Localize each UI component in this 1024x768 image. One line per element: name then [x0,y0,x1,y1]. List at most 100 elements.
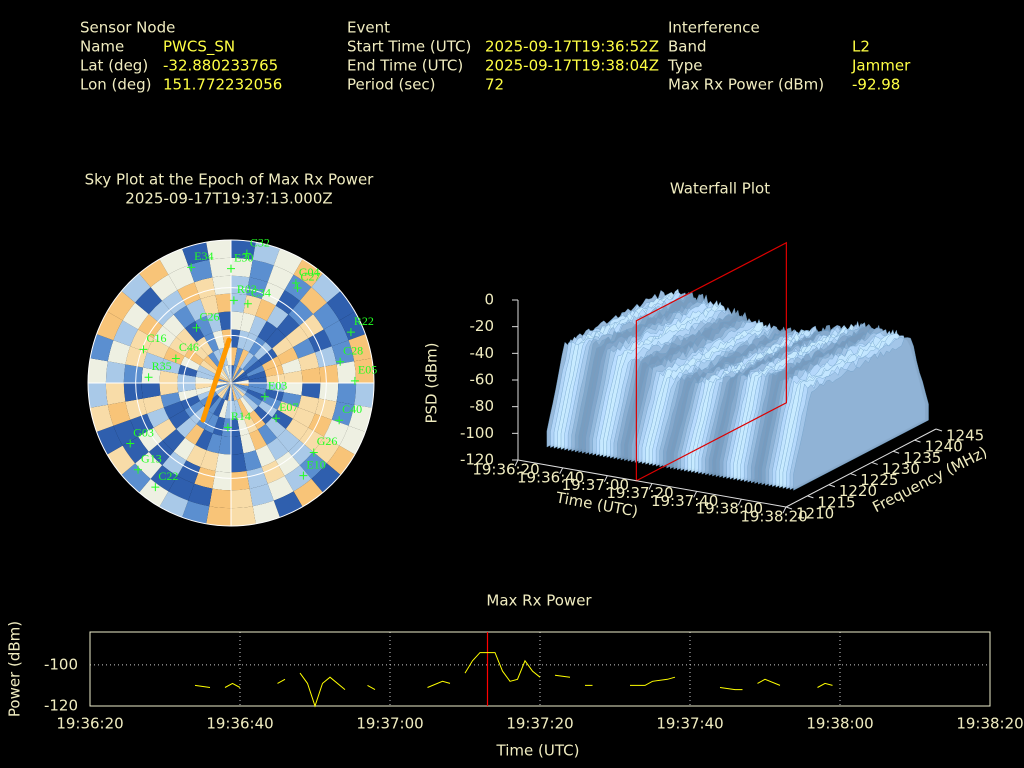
sky-cell [319,383,339,402]
x-tick-label: 19:38:20 [740,508,807,526]
sky-cell [231,383,235,401]
satellite-label: C22 [158,469,178,483]
sky-cell [218,435,231,455]
sky-cell [173,305,196,329]
sky-cell [189,341,208,360]
satellite-label: C27 [301,270,321,284]
z-tick-label: -20 [470,317,495,335]
sky-cell [326,291,355,321]
satellite-marker [335,416,344,425]
satellite-marker [229,296,238,305]
sky-cell [125,346,147,368]
satellite: E30 [227,250,253,273]
y-tick-label: -100 [44,655,78,673]
sky-cell [301,367,321,383]
sky-cell [249,259,274,283]
sky-cell [141,367,161,383]
field-value: 2025-09-17T19:36:52Z [485,38,659,56]
x-tick-label: 19:37:00 [356,715,423,733]
satellite-marker [242,249,251,258]
sky-cell [331,340,355,365]
sky-cell [195,383,214,390]
section-title: Sensor Node [80,19,175,37]
sky-cell [239,396,254,414]
sky-cell [90,334,114,362]
sky-cell [96,425,123,455]
sky-cell [258,348,278,366]
sky-cell [121,463,151,493]
sky-cell [277,314,300,337]
sky-cell [281,392,302,408]
sky-cell [257,424,277,445]
sky-cell [162,429,185,452]
sky-cell [298,352,319,371]
sky-cell [105,383,126,405]
sky-cell [311,273,341,303]
sky-cell [336,361,357,383]
x-tick-label: 19:37:00 [562,476,629,494]
sky-cell [204,332,219,352]
x-tick-label: 19:38:20 [956,715,1023,733]
sky-cell [177,373,196,383]
sky-cell [248,376,267,383]
satellite-marker [171,354,180,363]
sky-cell [231,275,250,295]
power-line [194,652,833,708]
sky-cell [288,300,314,326]
sky-cell [169,409,190,429]
sky-cell [139,259,169,288]
sky-cell [176,328,197,349]
field-label: Lon (deg) [80,76,152,94]
satellite-label: C28 [343,344,363,358]
satellite-marker [139,345,148,354]
sky-cell [231,371,247,383]
sky-cell [148,440,174,466]
satellite-marker [309,448,318,457]
sky-cell [339,425,366,455]
sky-cell [264,364,284,377]
sky-cell [180,395,200,410]
sky-cell [195,315,213,337]
section-title: Event [347,19,390,37]
sky-cell [275,290,300,315]
sky-cell [246,467,268,489]
sky-cell [141,383,161,399]
satellite-label: E05 [358,363,377,377]
sky-cell [105,361,126,383]
sky-cell [272,337,293,357]
sky-cell [231,365,235,383]
sky-cell [246,277,268,299]
sky-cell [265,328,286,349]
sky-cell [195,386,215,396]
sky-cell [258,400,278,418]
satellite: C46 [171,340,199,363]
sky-cell [266,383,285,393]
y-tick-label: 1220 [839,482,877,500]
sky-cell [224,383,231,401]
y-tick-label: 1230 [882,460,920,478]
x-tick [603,475,608,482]
sky-cell [213,398,225,417]
satellite: C34 [243,285,271,308]
sky-cell [107,340,131,365]
satellite-label: E10 [306,457,325,471]
sky-cell [147,338,170,359]
x-tick-label: 19:37:20 [606,484,673,502]
sky-cell [231,383,247,395]
sky-cell [266,373,285,383]
x-tick-label: 19:37:20 [506,715,573,733]
sky-cell [257,321,277,342]
y-tick [828,484,836,488]
sky-cell [147,407,170,428]
sky-cell [231,376,249,383]
field-label: Max Rx Power (dBm) [668,76,824,94]
sky-cell [354,358,374,383]
satellite-marker [293,283,302,292]
field-value: 2025-09-17T19:38:04Z [485,57,659,75]
sky-cell [315,346,337,368]
sky-cell [254,341,273,360]
sky-cell [293,478,323,507]
sky-cell [308,329,332,353]
sky-cell [267,475,294,501]
satellite-label: C46 [179,340,199,354]
